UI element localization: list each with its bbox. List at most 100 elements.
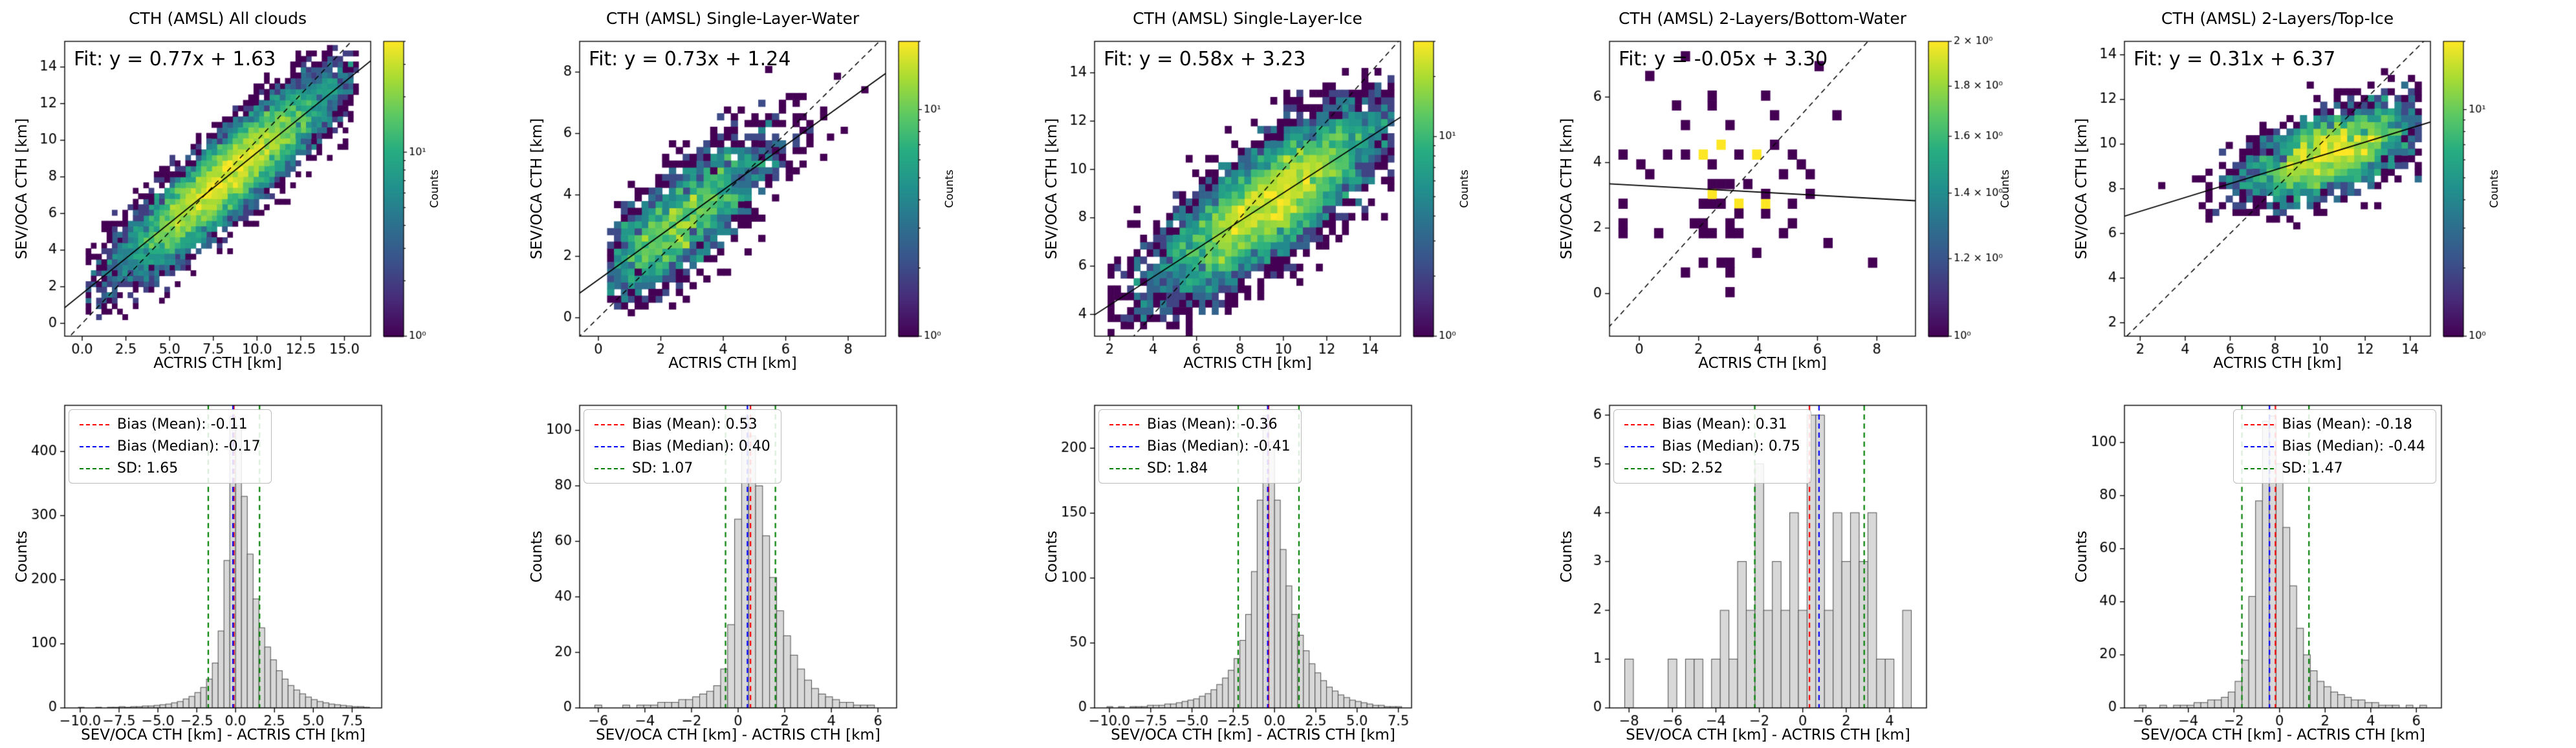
legend-label: SD: 1.47 bbox=[2282, 460, 2343, 476]
chart-title: CTH (AMSL) Single-Layer-Ice bbox=[1133, 9, 1362, 28]
x-axis-label: ACTRIS CTH [km] bbox=[668, 355, 797, 372]
legend-box: Bias (Mean): -0.11 Bias (Median): -0.17 … bbox=[69, 409, 272, 484]
hist-panel-2layers-bottom-water: Counts SEV/OCA CTH [km] - ACTRIS CTH [km… bbox=[1545, 372, 2060, 748]
legend-item-bias-mean: Bias (Mean): -0.18 bbox=[2244, 416, 2425, 433]
colorbar-label: Counts bbox=[2488, 169, 2501, 208]
legend-item-bias-mean: Bias (Mean): -0.36 bbox=[1109, 416, 1291, 433]
sd-line-swatch bbox=[595, 467, 624, 469]
legend-box: Bias (Mean): -0.18 Bias (Median): -0.44 … bbox=[2233, 409, 2436, 484]
y-axis-label: SEV/OCA CTH [km] bbox=[1043, 118, 1060, 260]
median-line-swatch bbox=[1624, 445, 1654, 447]
legend-label: Bias (Mean): -0.11 bbox=[117, 416, 248, 433]
mean-line-swatch bbox=[2244, 423, 2275, 425]
sd-line-swatch bbox=[1624, 467, 1654, 469]
heatmap-canvas-all-clouds bbox=[0, 0, 515, 372]
y-axis-label: SEV/OCA CTH [km] bbox=[14, 118, 30, 260]
x-axis-label: SEV/OCA CTH [km] - ACTRIS CTH [km] bbox=[596, 727, 880, 743]
chart-title: CTH (AMSL) All clouds bbox=[128, 9, 307, 28]
mean-line-swatch bbox=[1109, 423, 1139, 425]
legend-item-sd: SD: 1.65 bbox=[80, 460, 261, 476]
fit-annotation: Fit: y = 0.58x + 3.23 bbox=[1104, 48, 1306, 70]
x-axis-label: SEV/OCA CTH [km] - ACTRIS CTH [km] bbox=[1626, 727, 1910, 743]
heatmap-canvas-2layers-bottom-water bbox=[1545, 0, 2060, 372]
colorbar-label: Counts bbox=[428, 169, 441, 208]
y-axis-label: Counts bbox=[2073, 530, 2090, 583]
heatmap-canvas-2layers-top-ice bbox=[2060, 0, 2575, 372]
fit-annotation: Fit: y = 0.77x + 1.63 bbox=[74, 48, 276, 70]
median-line-swatch bbox=[1109, 445, 1139, 447]
hist-panel-2layers-top-ice: Counts SEV/OCA CTH [km] - ACTRIS CTH [km… bbox=[2060, 372, 2575, 748]
sd-line-swatch bbox=[2244, 467, 2275, 469]
legend-label: Bias (Median): -0.41 bbox=[1147, 438, 1291, 454]
y-axis-label: Counts bbox=[14, 530, 30, 583]
fit-annotation: Fit: y = -0.05x + 3.30 bbox=[1619, 48, 1828, 70]
sd-line-swatch bbox=[1109, 467, 1139, 469]
scatter-panel-single-layer-ice: CTH (AMSL) Single-Layer-Ice Fit: y = 0.5… bbox=[1030, 0, 1545, 372]
y-axis-label: Counts bbox=[529, 530, 545, 583]
colorbar-label: Counts bbox=[943, 169, 956, 208]
y-axis-label: SEV/OCA CTH [km] bbox=[2073, 118, 2090, 260]
legend-box: Bias (Mean): -0.36 Bias (Median): -0.41 … bbox=[1098, 409, 1302, 484]
mean-line-swatch bbox=[595, 423, 624, 425]
legend-label: Bias (Median): 0.40 bbox=[632, 438, 770, 454]
x-axis-label: ACTRIS CTH [km] bbox=[153, 355, 282, 372]
hist-panel-single-layer-water: Counts SEV/OCA CTH [km] - ACTRIS CTH [km… bbox=[515, 372, 1030, 748]
legend-label: Bias (Mean): 0.53 bbox=[632, 416, 758, 433]
legend-label: Bias (Median): -0.44 bbox=[2282, 438, 2425, 454]
legend-item-sd: SD: 1.07 bbox=[595, 460, 770, 476]
mean-line-swatch bbox=[1624, 423, 1654, 425]
legend-label: Bias (Mean): 0.31 bbox=[1662, 416, 1787, 433]
legend-item-bias-median: Bias (Median): -0.41 bbox=[1109, 438, 1291, 454]
legend-item-bias-mean: Bias (Mean): 0.31 bbox=[1624, 416, 1800, 433]
hist-panel-all-clouds: Counts SEV/OCA CTH [km] - ACTRIS CTH [km… bbox=[0, 372, 515, 748]
mean-line-swatch bbox=[80, 423, 109, 425]
legend-item-sd: SD: 2.52 bbox=[1624, 460, 1800, 476]
y-axis-label: SEV/OCA CTH [km] bbox=[1558, 118, 1575, 260]
sd-line-swatch bbox=[80, 467, 109, 469]
legend-label: SD: 1.07 bbox=[632, 460, 693, 476]
colorbar-label: Counts bbox=[1999, 169, 2012, 208]
legend-label: Bias (Mean): -0.18 bbox=[2282, 416, 2412, 433]
legend-item-bias-mean: Bias (Mean): -0.11 bbox=[80, 416, 261, 433]
y-axis-label: Counts bbox=[1043, 530, 1060, 583]
heatmap-canvas-single-layer-ice bbox=[1030, 0, 1545, 372]
scatter-panel-single-layer-water: CTH (AMSL) Single-Layer-Water Fit: y = 0… bbox=[515, 0, 1030, 372]
x-axis-label: SEV/OCA CTH [km] - ACTRIS CTH [km] bbox=[81, 727, 366, 743]
chart-title: CTH (AMSL) 2-Layers/Top-Ice bbox=[2161, 9, 2394, 28]
median-line-swatch bbox=[2244, 445, 2275, 447]
colorbar-label: Counts bbox=[1458, 169, 1471, 208]
legend-label: Bias (Median): -0.17 bbox=[117, 438, 261, 454]
y-axis-label: SEV/OCA CTH [km] bbox=[529, 118, 545, 260]
legend-label: SD: 1.84 bbox=[1147, 460, 1208, 476]
legend-item-sd: SD: 1.84 bbox=[1109, 460, 1291, 476]
median-line-swatch bbox=[80, 445, 109, 447]
legend-label: Bias (Mean): -0.36 bbox=[1147, 416, 1278, 433]
heatmap-canvas-single-layer-water bbox=[515, 0, 1030, 372]
scatter-panel-2layers-top-ice: CTH (AMSL) 2-Layers/Top-Ice Fit: y = 0.3… bbox=[2060, 0, 2575, 372]
legend-item-bias-median: Bias (Median): 0.40 bbox=[595, 438, 770, 454]
legend-box: Bias (Mean): 0.53 Bias (Median): 0.40 SD… bbox=[584, 409, 781, 484]
legend-label: SD: 1.65 bbox=[117, 460, 179, 476]
legend-label: SD: 2.52 bbox=[1662, 460, 1723, 476]
legend-item-bias-median: Bias (Median): 0.75 bbox=[1624, 438, 1800, 454]
median-line-swatch bbox=[595, 445, 624, 447]
legend-item-bias-median: Bias (Median): -0.17 bbox=[80, 438, 261, 454]
legend-item-bias-mean: Bias (Mean): 0.53 bbox=[595, 416, 770, 433]
legend-item-bias-median: Bias (Median): -0.44 bbox=[2244, 438, 2425, 454]
x-axis-label: ACTRIS CTH [km] bbox=[1698, 355, 1827, 372]
x-axis-label: ACTRIS CTH [km] bbox=[1183, 355, 1312, 372]
x-axis-label: ACTRIS CTH [km] bbox=[2213, 355, 2342, 372]
x-axis-label: SEV/OCA CTH [km] - ACTRIS CTH [km] bbox=[1111, 727, 1395, 743]
hist-panel-single-layer-ice: Counts SEV/OCA CTH [km] - ACTRIS CTH [km… bbox=[1030, 372, 1545, 748]
legend-item-sd: SD: 1.47 bbox=[2244, 460, 2425, 476]
fit-annotation: Fit: y = 0.73x + 1.24 bbox=[589, 48, 791, 70]
y-axis-label: Counts bbox=[1558, 530, 1575, 583]
legend-label: Bias (Median): 0.75 bbox=[1662, 438, 1800, 454]
legend-box: Bias (Mean): 0.31 Bias (Median): 0.75 SD… bbox=[1613, 409, 1811, 484]
chart-title: CTH (AMSL) Single-Layer-Water bbox=[606, 9, 860, 28]
fit-annotation: Fit: y = 0.31x + 6.37 bbox=[2134, 48, 2336, 70]
scatter-panel-2layers-bottom-water: CTH (AMSL) 2-Layers/Bottom-Water Fit: y … bbox=[1545, 0, 2060, 372]
scatter-panel-all-clouds: CTH (AMSL) All clouds Fit: y = 0.77x + 1… bbox=[0, 0, 515, 372]
x-axis-label: SEV/OCA CTH [km] - ACTRIS CTH [km] bbox=[2141, 727, 2425, 743]
